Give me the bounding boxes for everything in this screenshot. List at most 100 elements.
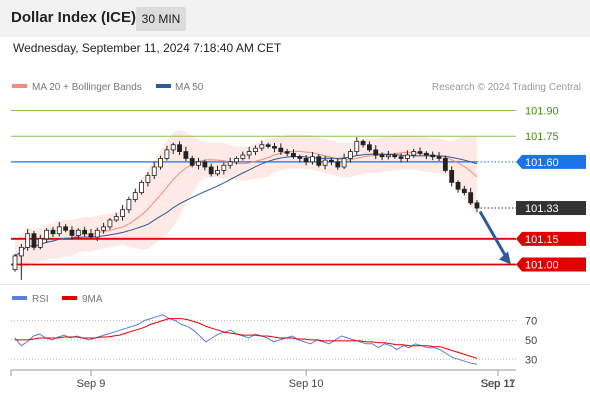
candle xyxy=(474,200,480,213)
last-price-badge xyxy=(516,201,586,216)
candle xyxy=(284,148,290,157)
resistance-label-101-90: 101.90 xyxy=(525,106,559,118)
pivot-badge-101-60 xyxy=(516,154,586,169)
candle-body xyxy=(113,216,119,221)
candle-body xyxy=(120,209,125,217)
pivot-label-101-60: 101.60 xyxy=(525,157,559,169)
support-label-101-15: 101.15 xyxy=(525,234,559,246)
candle-body xyxy=(208,166,214,175)
candle-body xyxy=(12,255,18,271)
candle-body xyxy=(240,154,246,159)
candle xyxy=(335,158,341,170)
candle xyxy=(398,153,404,163)
candle-body xyxy=(221,164,227,171)
candle-body xyxy=(322,159,328,166)
candle xyxy=(69,226,75,240)
candlesticks xyxy=(12,137,480,280)
candle xyxy=(392,152,398,159)
candle xyxy=(272,143,277,153)
support-label-101-00: 101.00 xyxy=(525,259,559,271)
rsi-line xyxy=(14,314,478,365)
candle xyxy=(373,145,379,160)
candle xyxy=(240,151,246,161)
candle-body xyxy=(474,202,480,209)
candle xyxy=(442,155,448,173)
candle xyxy=(246,146,252,160)
candle-body xyxy=(291,152,296,158)
candle-body xyxy=(75,229,81,236)
candle xyxy=(468,187,474,205)
candle-body xyxy=(385,154,391,158)
interval-selector[interactable]: 30 MIN xyxy=(136,7,186,31)
candle-body xyxy=(25,233,31,248)
candle xyxy=(291,149,296,159)
rsi-legend-label: RSI xyxy=(32,294,49,305)
rsi-lines xyxy=(14,314,478,365)
candle-body xyxy=(196,161,201,166)
candle xyxy=(461,185,467,196)
candle-body xyxy=(449,170,455,183)
candle xyxy=(411,148,417,158)
candle-body xyxy=(259,144,265,149)
candle-body xyxy=(139,181,144,194)
candle-body xyxy=(417,151,423,154)
timestamp: Wednesday, September 11, 2024 7:18:40 AM… xyxy=(13,41,282,55)
candle xyxy=(183,146,189,162)
candle xyxy=(455,180,461,193)
candle xyxy=(360,139,366,148)
candle xyxy=(436,151,442,162)
rsi-level-label-70: 70 xyxy=(525,316,537,328)
candle xyxy=(265,142,271,149)
candle xyxy=(151,162,157,179)
candle xyxy=(310,151,315,165)
candle-body xyxy=(348,151,353,159)
candle-body xyxy=(373,149,379,156)
candle-body xyxy=(468,192,474,204)
candle xyxy=(278,143,284,156)
candle xyxy=(227,157,233,169)
forecast-arrow-shaft xyxy=(478,210,509,260)
rsi-level-label-30: 30 xyxy=(525,354,537,366)
candle-body xyxy=(227,161,233,166)
candle-body xyxy=(101,226,107,231)
candle-body xyxy=(31,233,37,248)
candle xyxy=(189,155,195,168)
candle xyxy=(37,234,43,250)
candle-body xyxy=(316,156,322,166)
candle-body xyxy=(246,151,252,156)
candle xyxy=(367,141,372,152)
forecast-arrow-head xyxy=(499,251,511,265)
ma50-legend-swatch xyxy=(156,84,171,88)
candle xyxy=(75,228,81,239)
candle xyxy=(50,226,56,238)
candle-body xyxy=(360,140,366,146)
candle xyxy=(177,141,182,156)
candle-body xyxy=(215,170,220,175)
x-tick-label: Sep 11 xyxy=(481,378,515,390)
candle xyxy=(107,217,113,230)
candle xyxy=(322,156,328,170)
candle-body xyxy=(50,229,56,235)
candle-body xyxy=(310,156,315,163)
x-tick-label: Sep 17 xyxy=(481,378,516,390)
price-level-lines xyxy=(11,110,516,266)
candle-body xyxy=(442,158,448,171)
candle xyxy=(208,163,214,177)
candle xyxy=(170,142,176,154)
candle xyxy=(132,188,138,203)
candle-body xyxy=(151,166,157,176)
candle-body xyxy=(430,154,436,158)
candle xyxy=(329,158,334,166)
price-level-labels: 101.90 101.75 101.60 101.33 101.15 101.00 xyxy=(516,106,586,272)
candle-body xyxy=(354,140,360,152)
candle-body xyxy=(265,144,271,147)
candle-body xyxy=(367,144,372,151)
candle xyxy=(316,153,322,168)
candle xyxy=(417,147,423,156)
candle-body xyxy=(189,158,195,166)
candle xyxy=(341,153,347,170)
candle xyxy=(126,196,132,214)
rsi-legend-swatch xyxy=(12,296,27,300)
candle-body xyxy=(398,156,404,159)
